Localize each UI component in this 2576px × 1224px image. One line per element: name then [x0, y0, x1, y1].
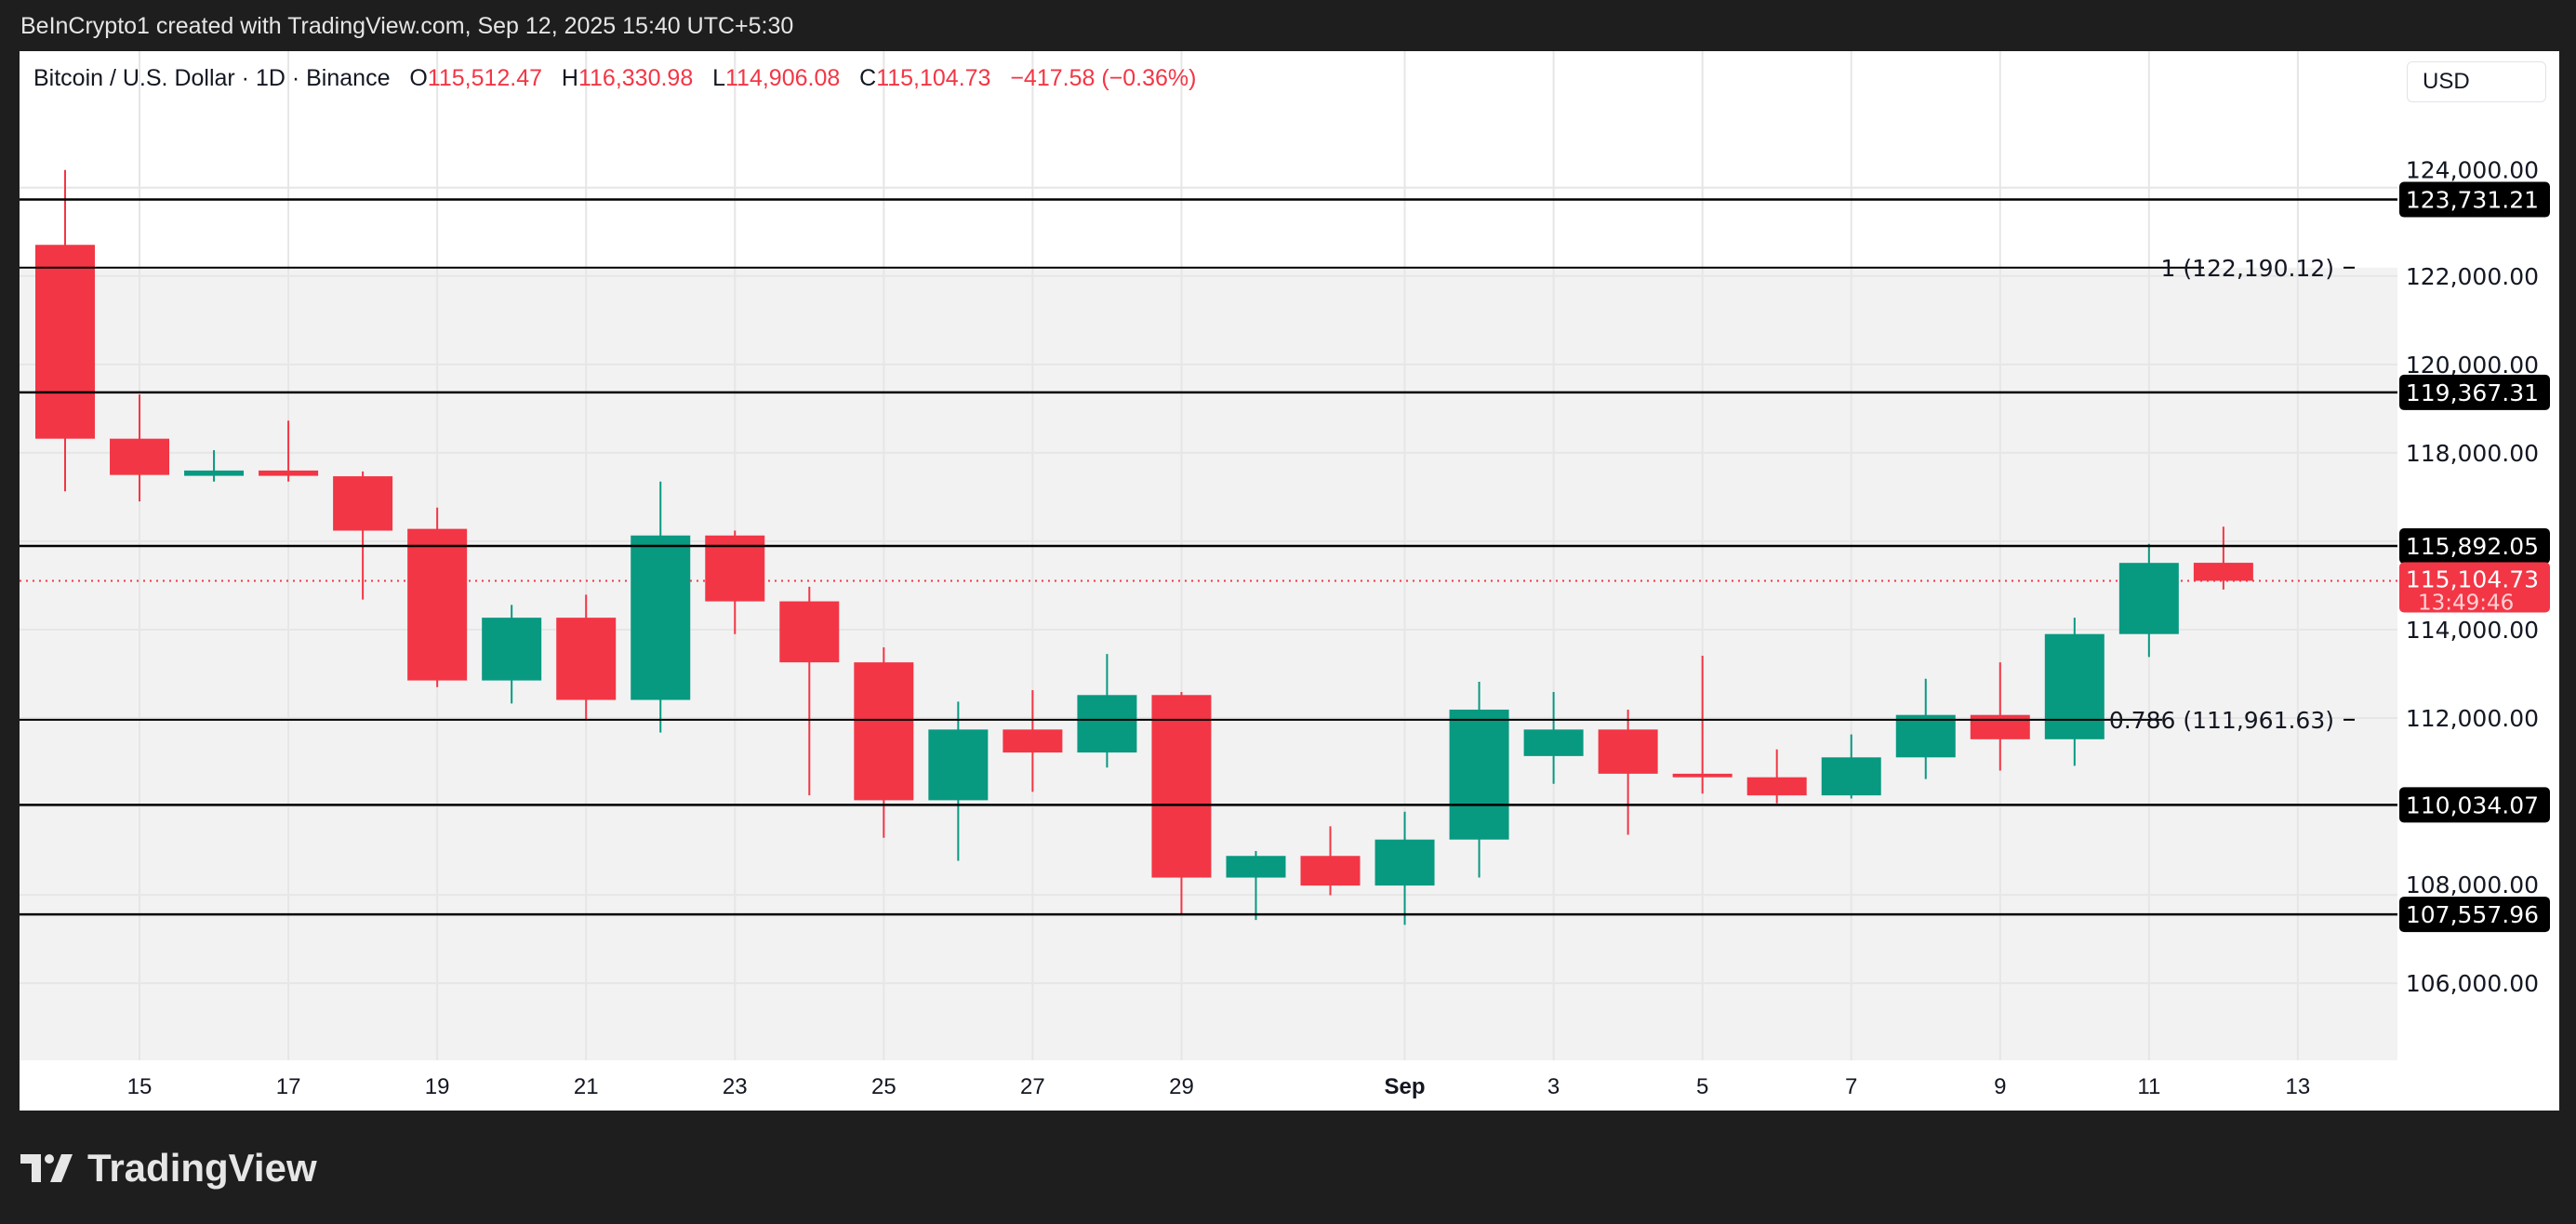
- x-tick-label: 3: [1547, 1074, 1560, 1099]
- open-value: 115,512.47: [427, 65, 543, 91]
- y-tick-label: 114,000.00: [2406, 617, 2539, 644]
- y-tick-label: 120,000.00: [2406, 352, 2539, 379]
- price-level-label: 115,892.05: [2406, 533, 2539, 560]
- candle-body: [854, 662, 914, 801]
- x-tick-label: 19: [425, 1074, 450, 1099]
- price-level-tag: [2399, 374, 2550, 410]
- symbol-title: Bitcoin / U.S. Dollar · 1D · Binance: [33, 65, 391, 91]
- tradingview-logo: TradingView: [20, 1146, 317, 1191]
- candle-body: [1523, 729, 1584, 756]
- candle-body: [333, 476, 393, 531]
- candle-body: [779, 601, 840, 663]
- candle-body: [1821, 757, 1881, 796]
- y-tick-label: 108,000.00: [2406, 871, 2539, 898]
- close-label: C: [859, 65, 877, 91]
- x-tick-label: 7: [1845, 1074, 1857, 1099]
- close-value: 115,104.73: [876, 65, 991, 91]
- candle-body: [1746, 777, 1807, 796]
- candle-body: [2044, 633, 2105, 739]
- candle-body: [1598, 729, 1658, 774]
- open-label: O: [409, 65, 428, 91]
- price-level-label: 123,731.21: [2406, 187, 2539, 214]
- y-tick-label: 124,000.00: [2406, 157, 2539, 184]
- candle-body: [1151, 695, 1212, 878]
- candle-body: [631, 535, 691, 700]
- candle-body: [1003, 729, 1063, 753]
- price-level-tag: [2399, 897, 2550, 933]
- price-level-tag: [2399, 787, 2550, 823]
- price-level-label: 119,367.31: [2406, 379, 2539, 406]
- candle-body: [259, 470, 319, 476]
- low-value: 114,906.08: [725, 65, 841, 91]
- high-value: 116,330.98: [578, 65, 694, 91]
- symbol-legend: Bitcoin / U.S. Dollar · 1D · Binance O11…: [33, 65, 1196, 92]
- candle-body: [1077, 695, 1137, 753]
- x-tick-label: 9: [1994, 1074, 2006, 1099]
- candle-body: [2118, 563, 2179, 634]
- x-tick-label: 23: [723, 1074, 748, 1099]
- x-tick-label: 27: [1020, 1074, 1045, 1099]
- fib-level-label: 1 (122,190.12): [2161, 255, 2335, 282]
- candle-body: [928, 729, 989, 801]
- x-tick-label: 29: [1169, 1074, 1194, 1099]
- change-value: −417.58 (−0.36%): [1010, 65, 1197, 91]
- candle-body: [407, 528, 468, 681]
- candle-body: [110, 438, 170, 475]
- price-level-label: 107,557.96: [2406, 901, 2539, 928]
- price-level-label: 110,034.07: [2406, 792, 2539, 818]
- y-tick-label: 106,000.00: [2406, 970, 2539, 997]
- x-tick-label: 17: [276, 1074, 301, 1099]
- candle-body: [2193, 563, 2253, 581]
- candle-body: [184, 470, 245, 476]
- price-level-tag: [2399, 181, 2550, 218]
- candle-body: [1672, 773, 1733, 778]
- y-tick-label: 112,000.00: [2406, 705, 2539, 732]
- x-tick-label: 15: [127, 1074, 153, 1099]
- bar-countdown-label: 13:49:46: [2418, 591, 2514, 615]
- candle-body: [1449, 709, 1509, 840]
- y-tick-label: 122,000.00: [2406, 263, 2539, 290]
- candle-body: [556, 618, 617, 700]
- price-level-tag: [2399, 528, 2550, 565]
- candle-body: [1970, 714, 2030, 739]
- fib-shaded-zone: [20, 267, 2397, 1060]
- x-tick-label: 13: [2286, 1074, 2311, 1099]
- fib-level-label: 0.786 (111,961.63): [2109, 707, 2334, 734]
- candle-body: [1300, 856, 1361, 886]
- candle-body: [35, 245, 95, 439]
- low-label: L: [712, 65, 725, 91]
- tradingview-logo-icon: [20, 1154, 73, 1182]
- currency-button[interactable]: USD: [2407, 61, 2546, 102]
- x-tick-label: 5: [1696, 1074, 1708, 1099]
- x-tick-label: 21: [574, 1074, 599, 1099]
- candle-body: [1226, 856, 1286, 878]
- y-tick-label: 118,000.00: [2406, 440, 2539, 467]
- candle-body: [1895, 714, 1956, 758]
- x-tick-label: 25: [871, 1074, 896, 1099]
- last-price-label: 115,104.73: [2406, 565, 2539, 592]
- tradingview-logo-text: TradingView: [87, 1146, 317, 1190]
- last-price-tag: [2399, 562, 2550, 613]
- high-label: H: [561, 65, 578, 91]
- x-tick-label: Sep: [1385, 1074, 1426, 1099]
- candle-body: [482, 618, 542, 681]
- candle-body: [1374, 839, 1435, 886]
- chart-credit: BeInCrypto1 created with TradingView.com…: [20, 13, 794, 39]
- x-tick-label: 11: [2137, 1074, 2160, 1099]
